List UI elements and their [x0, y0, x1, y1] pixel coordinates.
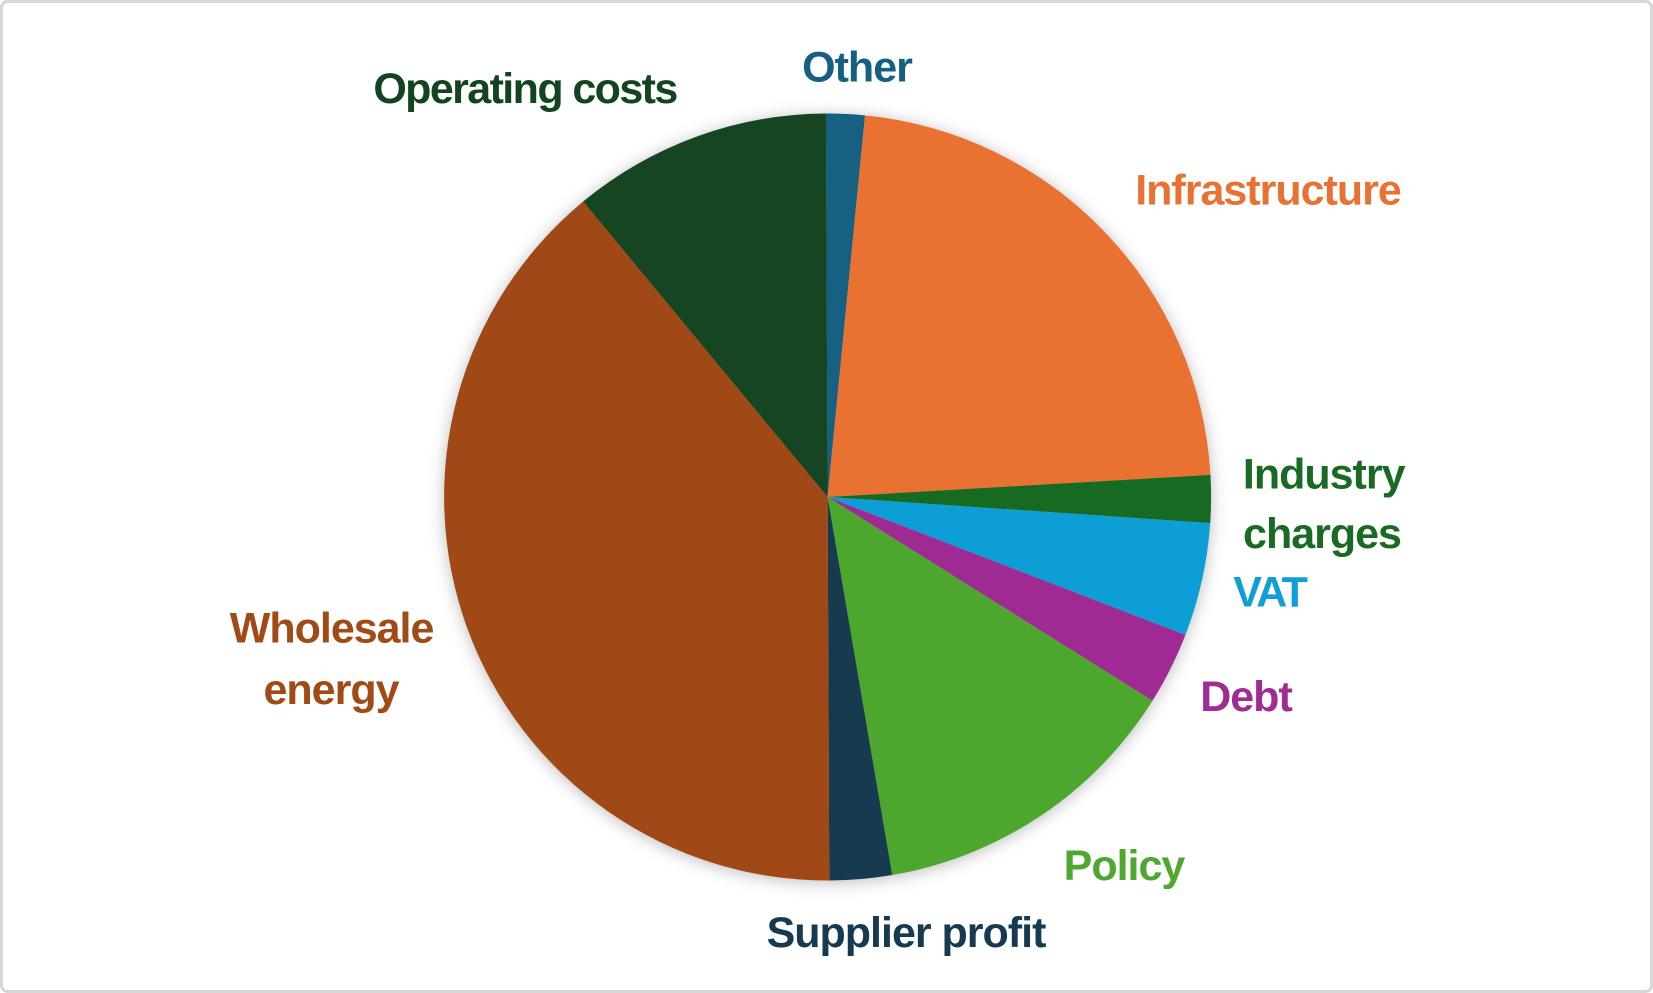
svg-text:Policy: Policy — [1064, 842, 1186, 890]
svg-text:VAT: VAT — [1233, 569, 1307, 617]
svg-text:energy: energy — [263, 666, 399, 714]
svg-text:Wholesale: Wholesale — [230, 605, 434, 653]
svg-text:Infrastructure: Infrastructure — [1135, 167, 1401, 215]
svg-text:Supplier profit: Supplier profit — [767, 909, 1047, 957]
svg-text:Debt: Debt — [1200, 673, 1292, 721]
svg-text:Other: Other — [802, 44, 913, 92]
svg-text:Operating costs: Operating costs — [373, 65, 677, 113]
svg-text:charges: charges — [1243, 510, 1401, 558]
svg-text:Industry: Industry — [1243, 451, 1406, 499]
